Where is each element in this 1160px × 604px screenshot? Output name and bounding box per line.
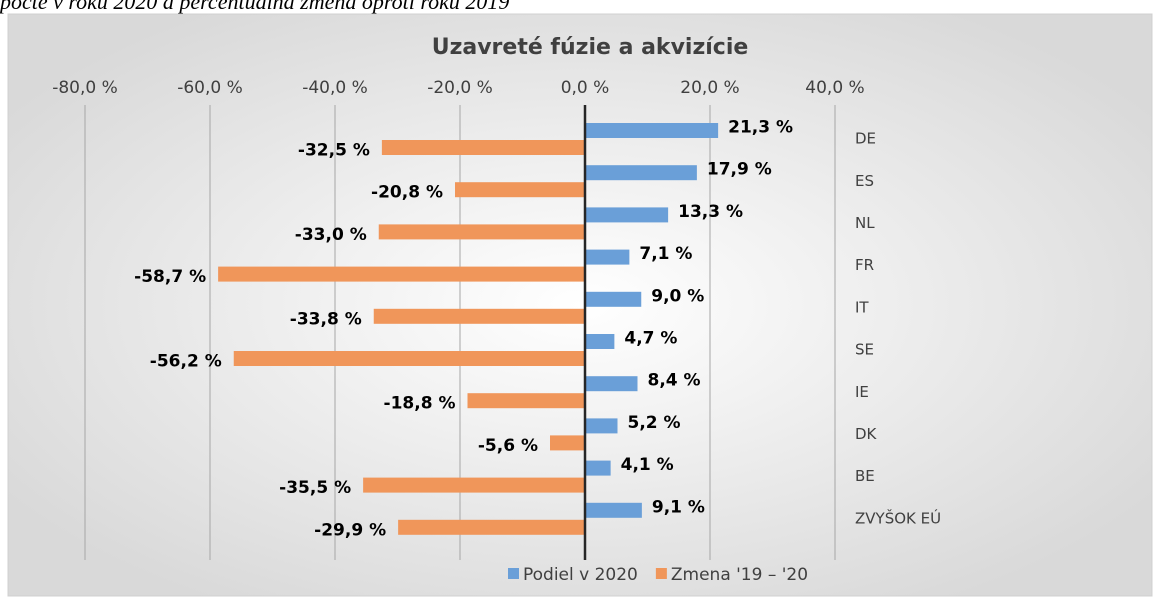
- category-label: FR: [855, 256, 874, 274]
- bar: [233, 351, 585, 366]
- bar: [218, 266, 585, 282]
- value-label: 17,9 %: [707, 160, 772, 180]
- bar: [585, 376, 638, 392]
- bar: [550, 435, 585, 451]
- value-label: -29,9 %: [314, 520, 386, 540]
- caption: počte v roku 2020 a percentuálna zmena o…: [0, 0, 509, 14]
- value-label: 8,4 %: [648, 371, 701, 391]
- x-tick-label: -40,0 %: [302, 78, 368, 98]
- bar: [585, 334, 615, 349]
- bar: [378, 224, 585, 240]
- value-label: -33,8 %: [290, 309, 362, 329]
- value-label: -20,8 %: [371, 183, 443, 203]
- bar: [585, 123, 719, 138]
- category-label: BE: [855, 467, 875, 485]
- value-label: 4,1 %: [621, 455, 674, 475]
- value-label: 7,1 %: [639, 244, 692, 264]
- bar: [585, 207, 669, 223]
- legend-label: Zmena '19 – '20: [671, 565, 808, 585]
- chart-area: [7, 13, 1153, 597]
- x-tick-label: -80,0 %: [52, 78, 118, 98]
- x-tick-label: 0,0 %: [561, 78, 610, 98]
- bar: [585, 460, 611, 476]
- category-label: NL: [855, 214, 875, 232]
- category-label: IT: [855, 298, 869, 316]
- x-tick-label: -20,0 %: [427, 78, 493, 98]
- category-label: ES: [855, 172, 874, 190]
- value-label: -33,0 %: [295, 225, 367, 245]
- value-label: -5,6 %: [478, 436, 538, 456]
- value-label: -32,5 %: [298, 141, 370, 161]
- category-label: SE: [855, 341, 874, 359]
- bar: [585, 249, 630, 265]
- x-tick-label: -60,0 %: [177, 78, 243, 98]
- bar: [373, 308, 585, 324]
- value-label: 5,2 %: [628, 413, 681, 433]
- value-label: 21,3 %: [728, 118, 793, 138]
- x-tick-label: 40,0 %: [805, 78, 864, 98]
- bar: [467, 393, 585, 409]
- legend-label: Podiel v 2020: [523, 565, 638, 585]
- category-label: IE: [855, 383, 869, 401]
- value-label: 4,7 %: [624, 329, 677, 349]
- bar: [455, 182, 585, 198]
- bar: [585, 418, 618, 434]
- bar: [585, 291, 642, 307]
- legend-swatch: [508, 568, 519, 579]
- value-label: 13,3 %: [678, 202, 743, 222]
- value-label: -56,2 %: [150, 352, 222, 372]
- value-label: -58,7 %: [134, 267, 206, 287]
- category-label: DE: [855, 130, 876, 148]
- bar: [363, 477, 585, 493]
- value-label: 9,0 %: [651, 286, 704, 306]
- bar: [585, 165, 697, 181]
- legend-swatch: [655, 568, 667, 579]
- value-label: 9,1 %: [652, 497, 705, 517]
- bar: [381, 140, 585, 155]
- value-label: -18,8 %: [384, 394, 456, 414]
- chart-title: Uzavreté fúzie a akvizície: [432, 35, 749, 60]
- category-label: ZVYŠOK EÚ: [855, 508, 941, 527]
- value-label: -35,5 %: [279, 478, 351, 498]
- bar: [398, 519, 585, 535]
- bar: [585, 502, 642, 518]
- x-tick-label: 20,0 %: [680, 78, 739, 98]
- category-label: DK: [855, 425, 878, 443]
